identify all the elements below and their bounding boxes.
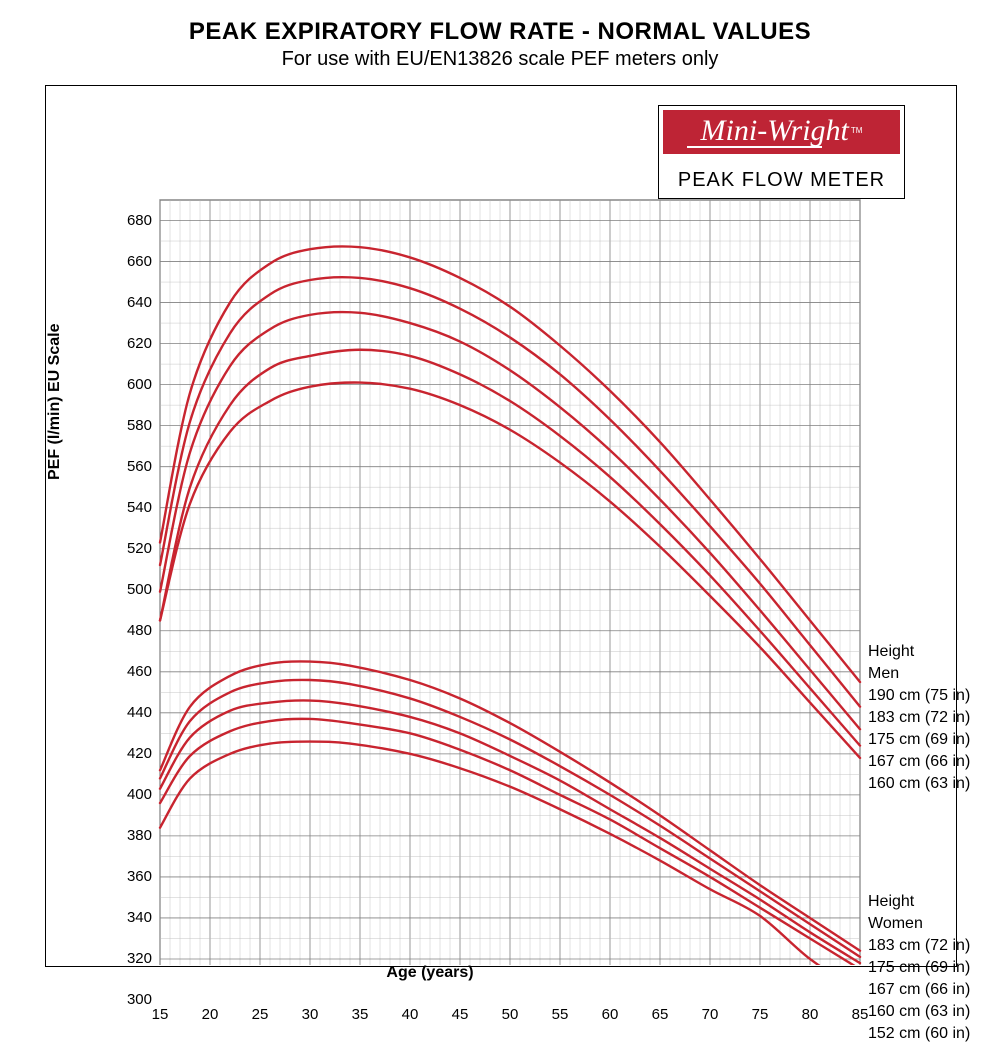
y-tick: 420 — [112, 745, 152, 762]
x-tick: 75 — [745, 1006, 775, 1023]
pef-chart — [45, 85, 955, 965]
brand-underline-icon — [687, 146, 822, 148]
page: PEAK EXPIRATORY FLOW RATE - NORMAL VALUE… — [0, 0, 1000, 1000]
legend-women-item: 160 cm (63 in) — [868, 1001, 970, 1023]
x-tick: 70 — [695, 1006, 725, 1023]
brand-name: Mini-Wright — [701, 114, 849, 147]
y-tick: 320 — [112, 950, 152, 967]
x-tick: 45 — [445, 1006, 475, 1023]
page-title: PEAK EXPIRATORY FLOW RATE - NORMAL VALUE… — [0, 18, 1000, 46]
y-tick: 600 — [112, 376, 152, 393]
y-tick: 560 — [112, 458, 152, 475]
legend-men-item: 175 cm (69 in) — [868, 729, 970, 751]
y-tick: 440 — [112, 704, 152, 721]
y-tick: 580 — [112, 417, 152, 434]
legend-women-head2: Women — [868, 913, 970, 935]
x-tick: 20 — [195, 1006, 225, 1023]
y-tick: 520 — [112, 540, 152, 557]
brand-logo-red: Mini-WrightTM — [663, 110, 900, 154]
y-axis-label: PEF (l/min) EU Scale — [46, 324, 64, 480]
y-tick: 640 — [112, 294, 152, 311]
y-tick: 540 — [112, 499, 152, 516]
brand-subtext: PEAK FLOW METER — [659, 169, 904, 192]
x-tick: 30 — [295, 1006, 325, 1023]
trademark-icon: TM — [851, 126, 863, 135]
legend-women-item: 152 cm (60 in) — [868, 1023, 970, 1045]
x-tick: 15 — [145, 1006, 175, 1023]
y-tick: 660 — [112, 253, 152, 270]
y-tick: 460 — [112, 663, 152, 680]
y-tick: 680 — [112, 212, 152, 229]
legend-women-item: 175 cm (69 in) — [868, 957, 970, 979]
legend-men-item: 167 cm (66 in) — [868, 751, 970, 773]
y-tick: 620 — [112, 335, 152, 352]
y-tick: 340 — [112, 909, 152, 926]
legend-men: HeightMen190 cm (75 in)183 cm (72 in)175… — [868, 641, 970, 795]
x-tick: 65 — [645, 1006, 675, 1023]
y-tick: 360 — [112, 868, 152, 885]
legend-women-item: 183 cm (72 in) — [868, 935, 970, 957]
page-subtitle: For use with EU/EN13826 scale PEF meters… — [0, 48, 1000, 71]
x-tick: 25 — [245, 1006, 275, 1023]
legend-women-item: 167 cm (66 in) — [868, 979, 970, 1001]
y-tick: 380 — [112, 827, 152, 844]
x-tick: 55 — [545, 1006, 575, 1023]
x-tick: 35 — [345, 1006, 375, 1023]
y-tick: 480 — [112, 622, 152, 639]
legend-men-item: 160 cm (63 in) — [868, 773, 970, 795]
brand-logo-box: Mini-WrightTM PEAK FLOW METER — [658, 105, 905, 199]
legend-women-head1: Height — [868, 891, 970, 913]
x-tick: 50 — [495, 1006, 525, 1023]
y-tick: 500 — [112, 581, 152, 598]
y-tick: 400 — [112, 786, 152, 803]
legend-women: HeightWomen183 cm (72 in)175 cm (69 in)1… — [868, 891, 970, 1045]
legend-men-item: 190 cm (75 in) — [868, 685, 970, 707]
x-tick: 60 — [595, 1006, 625, 1023]
legend-men-item: 183 cm (72 in) — [868, 707, 970, 729]
x-tick: 40 — [395, 1006, 425, 1023]
legend-men-head1: Height — [868, 641, 970, 663]
legend-men-head2: Men — [868, 663, 970, 685]
x-tick: 80 — [795, 1006, 825, 1023]
